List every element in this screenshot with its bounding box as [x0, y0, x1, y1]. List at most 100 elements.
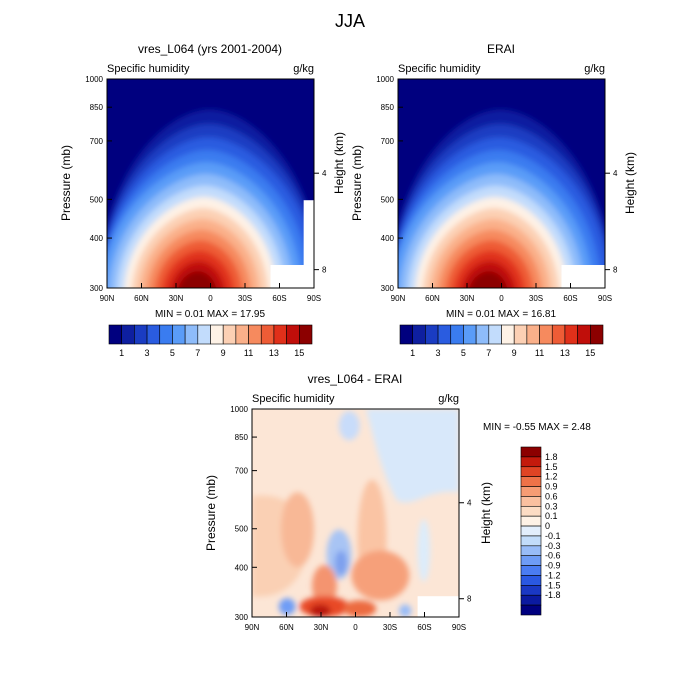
- colorbar-swatch: [260, 324, 275, 345]
- colorbar-swatch: [520, 446, 542, 458]
- colorbar-swatch: [184, 324, 199, 345]
- colorbar-label: 13: [269, 348, 279, 358]
- panel-diff-colorbar: 1.81.51.20.90.60.30.10-0.1-0.3-0.6-0.9-1…: [520, 446, 561, 616]
- colorbar-label: 13: [560, 348, 570, 358]
- y-tick-label: 700: [235, 467, 249, 476]
- panel-diff-field: [252, 409, 459, 617]
- x-tick-label: 30N: [169, 294, 184, 303]
- panel-model-unit-label: g/kg: [293, 63, 314, 75]
- colorbar-swatch: [235, 324, 249, 345]
- colorbar-label: 3: [436, 348, 441, 358]
- colorbar-swatch: [463, 324, 477, 345]
- x-tick-label: 60N: [134, 294, 149, 303]
- negative-region: [278, 598, 296, 615]
- y-tick-label: 850: [90, 103, 104, 112]
- height-tick-label: 4: [613, 169, 618, 178]
- x-tick-label: 90S: [452, 623, 466, 632]
- colorbar-label: 15: [294, 348, 304, 358]
- positive-region: [309, 604, 331, 617]
- x-tick-label: 60S: [563, 294, 577, 303]
- y-tick-label: 700: [381, 137, 395, 146]
- colorbar-swatch: [222, 324, 237, 345]
- y-tick-label: 500: [235, 525, 249, 534]
- panel-diff-unit-label: g/kg: [438, 393, 459, 405]
- figure-title: JJA: [335, 11, 365, 31]
- y-tick-label: 300: [90, 284, 104, 293]
- missing-data-strip: [303, 200, 314, 266]
- colorbar-swatch: [520, 505, 542, 517]
- colorbar-swatch: [520, 496, 542, 507]
- colorbar-swatch: [520, 456, 542, 468]
- panel-model-colorbar: 1 3 5 7 9 11 13 15: [108, 324, 313, 358]
- colorbar-swatch: [412, 324, 426, 345]
- colorbar-swatch: [520, 486, 542, 497]
- humidity-level-band: [178, 271, 217, 288]
- colorbar-swatch: [520, 515, 542, 527]
- y-tick-label: 500: [90, 195, 104, 204]
- colorbar-swatch: [520, 476, 542, 487]
- panel-erai-unit-label: g/kg: [584, 63, 605, 75]
- colorbar-label: -1.8: [545, 590, 561, 600]
- colorbar-label: 9: [512, 348, 517, 358]
- panel-erai-colorbar: 1 3 5 7 9 11 13 15: [399, 324, 604, 358]
- upper-dry-layer: [107, 79, 314, 90]
- positive-region: [343, 600, 377, 617]
- x-tick-label: 30S: [238, 294, 252, 303]
- y-tick-label: 400: [90, 234, 104, 243]
- panel-diff-ylabel: Pressure (mb): [204, 475, 218, 551]
- colorbar-swatch: [210, 324, 224, 345]
- height-tick-label: 8: [613, 266, 618, 275]
- colorbar-swatch: [425, 324, 439, 345]
- missing-data-region: [561, 265, 605, 288]
- colorbar-swatch: [172, 324, 186, 345]
- x-tick-label: 60N: [425, 294, 440, 303]
- colorbar-label: 5: [170, 348, 175, 358]
- height-tick-label: 4: [322, 169, 327, 178]
- colorbar-label: -0.6: [545, 551, 561, 561]
- negative-region: [365, 409, 459, 503]
- colorbar-swatch: [520, 565, 542, 576]
- colorbar-swatch: [551, 324, 566, 345]
- colorbar-label: 0.6: [545, 491, 558, 501]
- colorbar-swatch: [577, 324, 591, 345]
- colorbar-label: 0: [545, 521, 550, 531]
- missing-data-region: [417, 596, 459, 617]
- positive-region: [312, 565, 337, 607]
- x-tick-label: 90S: [598, 294, 612, 303]
- humidity-level-band: [469, 271, 508, 288]
- x-tick-label: 90N: [245, 623, 260, 632]
- missing-data-region: [270, 265, 314, 288]
- panel-erai: ERAI Specific humidity g/kg 90N 60N 30N 0 30…: [350, 42, 637, 358]
- colorbar-label: 0.9: [545, 482, 558, 492]
- panel-model-height-label: Height (km): [332, 132, 346, 194]
- colorbar-swatch: [526, 324, 540, 345]
- height-tick-label: 8: [322, 266, 327, 275]
- panel-erai-ylabel: Pressure (mb): [350, 145, 364, 221]
- y-tick-label: 850: [381, 103, 395, 112]
- y-tick-label: 400: [381, 234, 395, 243]
- panel-erai-stats: MIN = 0.01 MAX = 16.81: [446, 309, 556, 320]
- colorbar-swatch: [520, 545, 542, 557]
- colorbar-swatch: [520, 535, 542, 547]
- colorbar-swatch: [501, 324, 515, 345]
- y-tick-label: 300: [235, 613, 249, 622]
- x-tick-label: 0: [353, 623, 358, 632]
- negative-region: [398, 604, 412, 617]
- panel-erai-title: ERAI: [487, 42, 515, 56]
- colorbar-swatch: [299, 324, 313, 345]
- colorbar-label: -0.3: [545, 541, 561, 551]
- colorbar-label: 3: [145, 348, 150, 358]
- colorbar-swatch: [520, 585, 542, 596]
- panel-model-axes: 90N 60N 30N 0 30S 60S 90S 300 400 500 700 850 1000 8 4: [85, 75, 327, 303]
- colorbar-label: 1: [410, 348, 415, 358]
- colorbar-swatch: [590, 324, 604, 345]
- colorbar-label: 5: [461, 348, 466, 358]
- y-tick-label: 1000: [230, 405, 248, 414]
- colorbar-swatch: [108, 324, 122, 345]
- humidity-contours: [398, 109, 605, 288]
- colorbar-swatch: [488, 324, 502, 345]
- panel-diff-stats: MIN = -0.55 MAX = 2.48: [483, 422, 591, 433]
- negative-region: [338, 411, 360, 441]
